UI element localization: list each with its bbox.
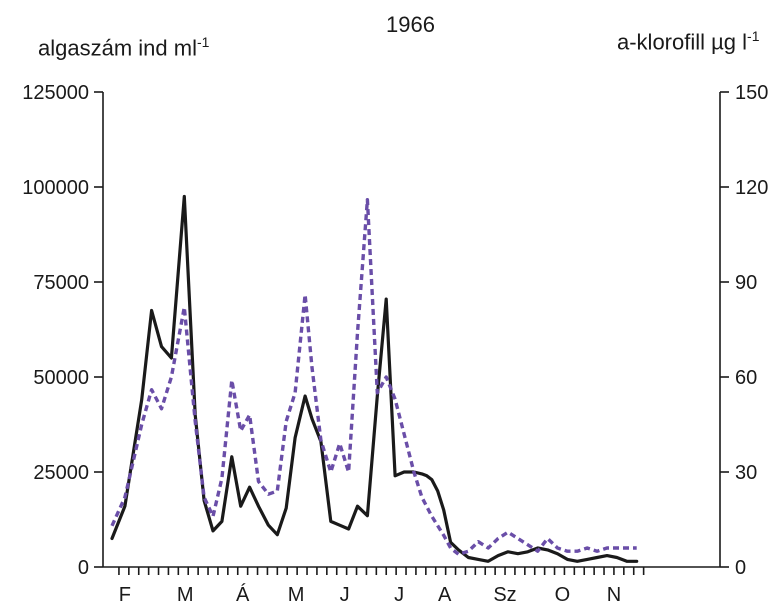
left-tick-label: 75000	[33, 272, 89, 294]
right-tick-label: 60	[735, 367, 757, 389]
right-tick-label: 0	[735, 557, 746, 579]
right-tick-label: 120	[735, 177, 768, 199]
left-axis-label: algaszám ind ml-1	[38, 34, 209, 61]
x-month-label: Sz	[493, 584, 516, 606]
axes: 0 25000 50000 75000 100000 125000 0 30 60 90 120 15…	[22, 82, 768, 606]
chart-title: 1966	[386, 12, 435, 37]
x-month-label: O	[555, 584, 571, 606]
left-axis-label-sup: -1	[196, 34, 210, 50]
right-tick-label: 90	[735, 272, 757, 294]
x-month-label: J	[394, 584, 404, 606]
right-axis-label: a-klorofill µg l-1	[617, 28, 760, 55]
right-axis-label-sup: -1	[747, 28, 760, 44]
left-tick-label: 0	[78, 557, 89, 579]
x-month-label: F	[119, 584, 131, 606]
left-axis-label-text: algaszám ind ml	[38, 35, 197, 61]
left-tick-label: 125000	[22, 82, 89, 104]
x-month-label: N	[607, 584, 621, 606]
right-tick-label: 30	[735, 462, 757, 484]
x-month-label: M	[177, 584, 194, 606]
series-line-algae	[110, 194, 639, 563]
x-month-label: A	[438, 584, 452, 606]
series-layer	[110, 194, 639, 563]
x-month-label: J	[340, 584, 350, 606]
right-axis-label-text: a-klorofill µg l	[617, 29, 748, 55]
x-month-label: M	[288, 584, 305, 606]
left-tick-label: 25000	[33, 462, 89, 484]
left-tick-label: 50000	[33, 367, 89, 389]
left-tick-label: 100000	[22, 177, 89, 199]
right-tick-label: 150	[735, 82, 768, 104]
series-line-chlorophyll	[110, 197, 637, 556]
x-month-label: Á	[236, 583, 250, 606]
